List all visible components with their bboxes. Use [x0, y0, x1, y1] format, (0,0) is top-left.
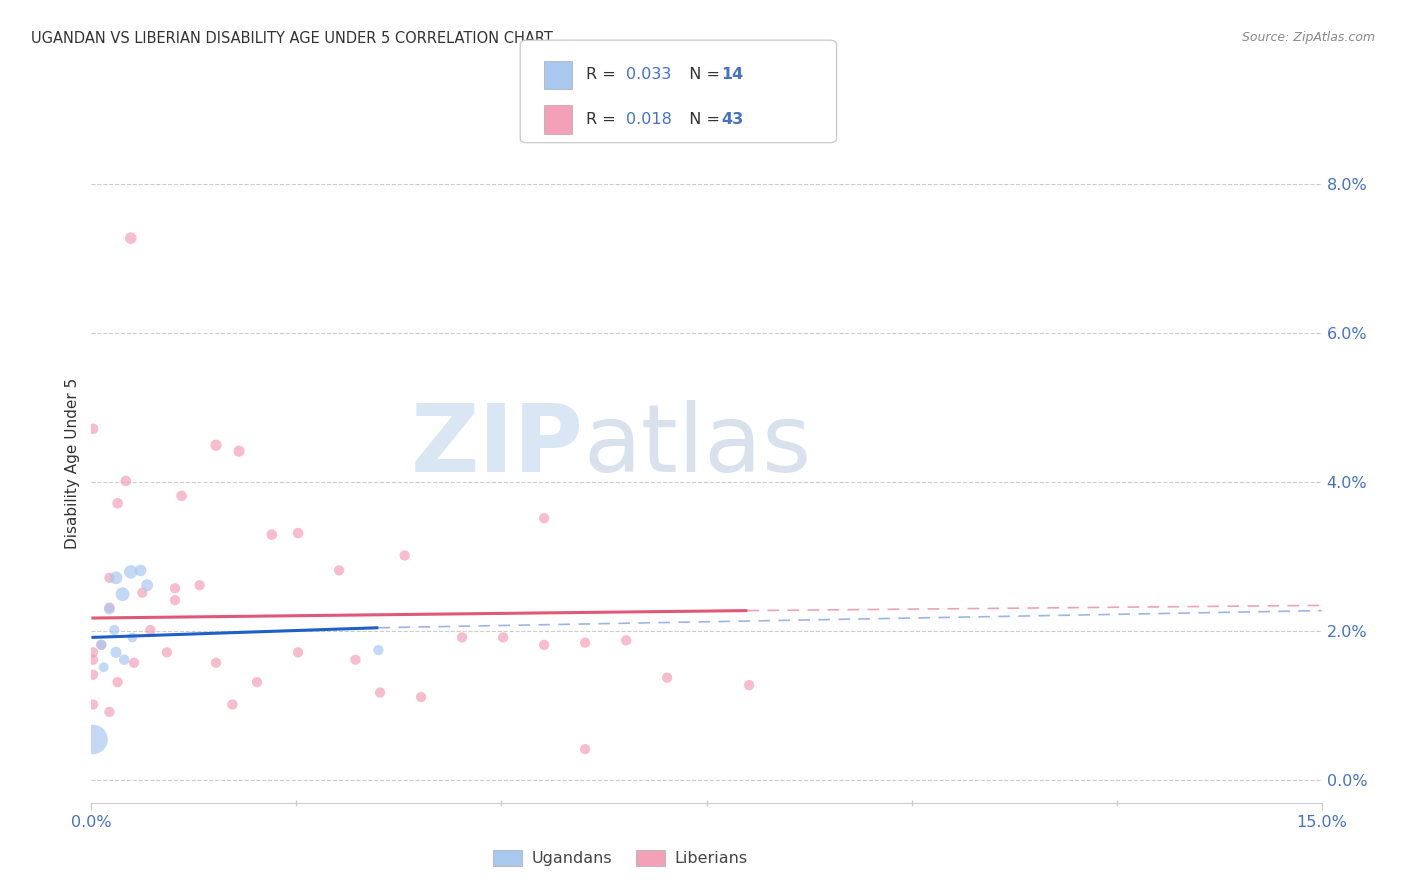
Point: [574, 635, 596, 649]
Point: [82, 732, 104, 747]
Point: [170, 489, 193, 503]
Point: [82, 653, 104, 667]
Point: [105, 645, 127, 659]
Text: 0.018: 0.018: [626, 112, 672, 127]
Point: [131, 585, 153, 599]
Point: [655, 671, 678, 685]
Point: [90, 638, 112, 652]
Point: [121, 631, 143, 645]
Point: [105, 571, 127, 585]
Text: 0.033: 0.033: [626, 68, 671, 82]
Point: [163, 581, 186, 595]
Text: R =: R =: [586, 68, 621, 82]
Point: [82, 422, 104, 436]
Point: [129, 563, 152, 577]
Point: [82, 645, 104, 659]
Point: [107, 675, 129, 690]
Point: [409, 690, 432, 704]
Point: [367, 643, 389, 657]
Text: N =: N =: [679, 68, 725, 82]
Text: ZIP: ZIP: [411, 400, 583, 492]
Point: [107, 496, 129, 510]
Point: [205, 656, 228, 670]
Y-axis label: Disability Age Under 5: Disability Age Under 5: [65, 378, 80, 549]
Point: [82, 667, 104, 681]
Text: Source: ZipAtlas.com: Source: ZipAtlas.com: [1241, 31, 1375, 45]
Point: [738, 678, 761, 692]
Point: [287, 526, 309, 541]
Point: [246, 675, 269, 690]
Point: [368, 685, 391, 699]
Point: [139, 623, 162, 637]
Text: 14: 14: [721, 68, 744, 82]
Legend: Ugandans, Liberians: Ugandans, Liberians: [486, 844, 754, 872]
Point: [228, 444, 250, 458]
Point: [103, 623, 125, 637]
Point: [136, 578, 159, 592]
Point: [120, 231, 142, 245]
Point: [533, 511, 555, 525]
Point: [394, 549, 416, 563]
Point: [82, 698, 104, 712]
Point: [492, 631, 515, 645]
Point: [344, 653, 367, 667]
Point: [260, 527, 283, 541]
Point: [574, 742, 596, 756]
Point: [287, 645, 309, 659]
Point: [163, 593, 186, 607]
Point: [614, 633, 637, 648]
Point: [205, 438, 228, 452]
Point: [98, 705, 121, 719]
Text: R =: R =: [586, 112, 621, 127]
Point: [98, 571, 121, 585]
Text: N =: N =: [679, 112, 725, 127]
Point: [156, 645, 179, 659]
Point: [120, 565, 142, 579]
Point: [98, 600, 121, 615]
Point: [112, 653, 135, 667]
Point: [188, 578, 211, 592]
Point: [114, 474, 138, 488]
Point: [98, 602, 121, 616]
Point: [111, 587, 134, 601]
Point: [93, 660, 115, 674]
Text: 43: 43: [721, 112, 744, 127]
Point: [221, 698, 243, 712]
Point: [533, 638, 555, 652]
Text: UGANDAN VS LIBERIAN DISABILITY AGE UNDER 5 CORRELATION CHART: UGANDAN VS LIBERIAN DISABILITY AGE UNDER…: [31, 31, 553, 46]
Point: [328, 563, 350, 577]
Point: [451, 631, 474, 645]
Text: atlas: atlas: [583, 400, 811, 492]
Point: [122, 656, 145, 670]
Point: [90, 638, 112, 652]
